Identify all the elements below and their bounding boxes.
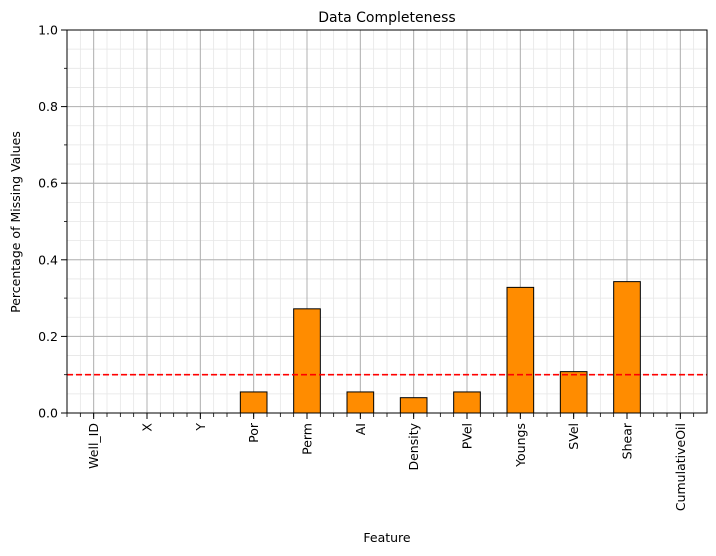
x-tick-label: Y — [193, 423, 208, 432]
bar-ai — [346, 391, 375, 414]
x-tick-label: Perm — [300, 423, 315, 455]
y-axis-title: Percentage of Missing Values — [8, 131, 23, 313]
x-ticks: Well_ID X Y Por Perm AI Density PVel Youngs SVel S… — [66, 413, 695, 511]
x-tick-label: Shear — [620, 422, 635, 459]
chart-title: Data Completeness — [318, 10, 455, 26]
y-tick-label: 0.4 — [38, 252, 58, 267]
x-axis-title: Feature — [363, 530, 411, 545]
x-tick-label: Well_ID — [86, 423, 101, 469]
y-tick-label: 0.2 — [38, 329, 58, 344]
y-tick-label: 0.8 — [38, 99, 58, 114]
x-tick-label: PVel — [460, 423, 475, 449]
y-ticks: 0.0 0.2 0.4 0.6 0.8 1.0 — [38, 23, 67, 421]
y-tick-label: 0.6 — [38, 176, 58, 191]
y-tick-label: 0.0 — [38, 406, 58, 421]
bar-youngs — [506, 286, 535, 414]
minor-grid — [66, 29, 707, 414]
x-tick-label: Por — [246, 422, 261, 443]
bar-perm — [293, 308, 321, 414]
bar-shear — [613, 281, 641, 414]
bars — [239, 281, 641, 414]
x-tick-label: Youngs — [513, 423, 528, 468]
x-tick-label: X — [140, 423, 155, 432]
x-tick-label: CumulativeOil — [673, 423, 688, 511]
bar-density — [399, 397, 428, 414]
x-tick-label: Density — [406, 422, 421, 470]
bar-por — [239, 391, 268, 414]
x-tick-label: SVel — [566, 423, 581, 450]
bar-pvel — [453, 391, 481, 414]
x-tick-label: AI — [353, 423, 368, 435]
y-tick-label: 1.0 — [38, 23, 58, 38]
bar-svel — [559, 371, 588, 414]
